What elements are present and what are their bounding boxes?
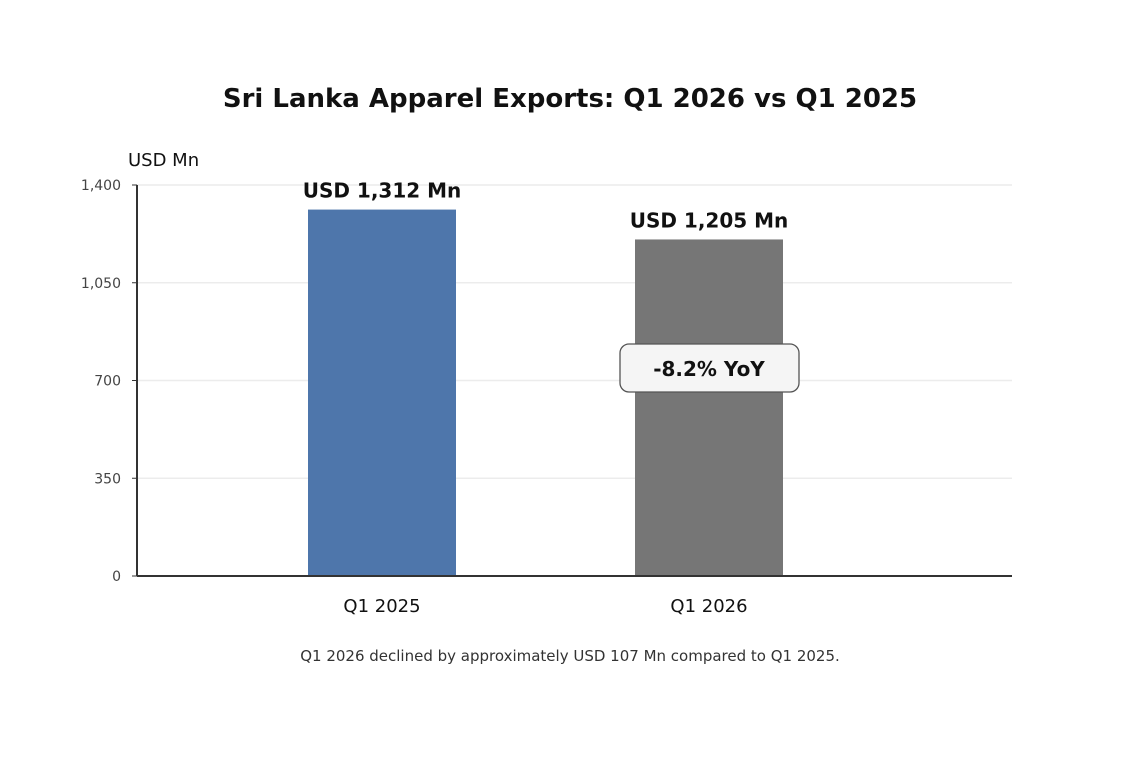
- bar-q1-2026: [635, 239, 783, 577]
- y-axis-label: USD Mn: [128, 150, 199, 171]
- yoy-annotation: -8.2% YoY: [619, 343, 800, 393]
- data-label: USD 1,205 Mn: [630, 208, 789, 232]
- yoy-annotation-text: -8.2% YoY: [653, 357, 765, 381]
- x-tick-label: Q1 2026: [670, 596, 747, 617]
- bar-q1-2025: [308, 209, 456, 576]
- x-tick-label: Q1 2025: [343, 596, 420, 617]
- y-tick-label: 1,050: [81, 276, 121, 292]
- y-tick-label: 0: [112, 569, 121, 585]
- y-tick-label: 350: [94, 471, 121, 487]
- y-tick-label: 1,400: [81, 178, 121, 194]
- chart-title: Sri Lanka Apparel Exports: Q1 2026 vs Q1…: [223, 84, 917, 114]
- yoy-annotation-box: [619, 343, 800, 393]
- footnote: Q1 2026 declined by approximately USD 10…: [300, 647, 840, 665]
- data-label: USD 1,312 Mn: [303, 179, 462, 203]
- y-tick-label: 700: [94, 374, 121, 390]
